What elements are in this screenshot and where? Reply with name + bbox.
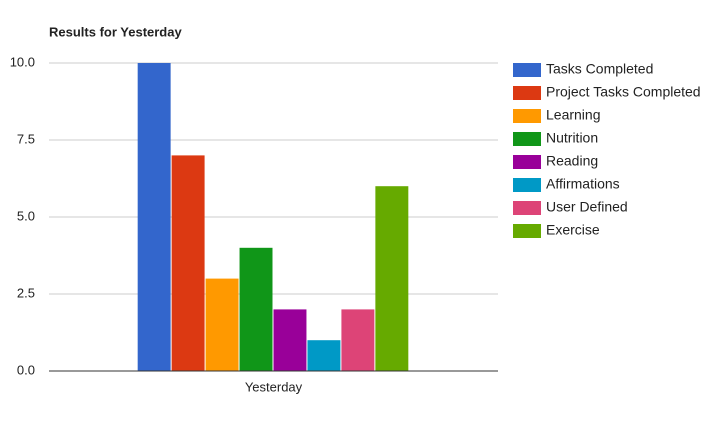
legend-label: Project Tasks Completed (546, 84, 701, 100)
y-tick-label: 10.0 (10, 54, 35, 69)
legend-swatch (513, 63, 541, 77)
y-tick-label: 5.0 (17, 208, 35, 223)
legend-label: Learning (546, 107, 601, 123)
legend-label: Affirmations (546, 176, 620, 192)
legend-label: User Defined (546, 199, 628, 215)
y-tick-label: 7.5 (17, 131, 35, 146)
bar (273, 309, 307, 371)
legend-swatch (513, 201, 541, 215)
x-tick-label: Yesterday (245, 379, 303, 394)
legend-swatch (513, 109, 541, 123)
y-tick-label: 2.5 (17, 285, 35, 300)
legend-swatch (513, 178, 541, 192)
legend-label: Exercise (546, 222, 600, 238)
y-tick-label: 0.0 (17, 362, 35, 377)
bar (307, 340, 341, 371)
legend-label: Reading (546, 153, 598, 169)
legend-swatch (513, 132, 541, 146)
bar (239, 247, 273, 371)
legend-swatch (513, 86, 541, 100)
chart-title: Results for Yesterday (49, 24, 182, 39)
bar (137, 63, 171, 371)
legend-swatch (513, 155, 541, 169)
legend-label: Nutrition (546, 130, 598, 146)
bar (341, 309, 375, 371)
legend-swatch (513, 224, 541, 238)
legend-label: Tasks Completed (546, 61, 653, 77)
bar (205, 278, 239, 371)
bar (171, 155, 205, 371)
bar (375, 186, 409, 371)
